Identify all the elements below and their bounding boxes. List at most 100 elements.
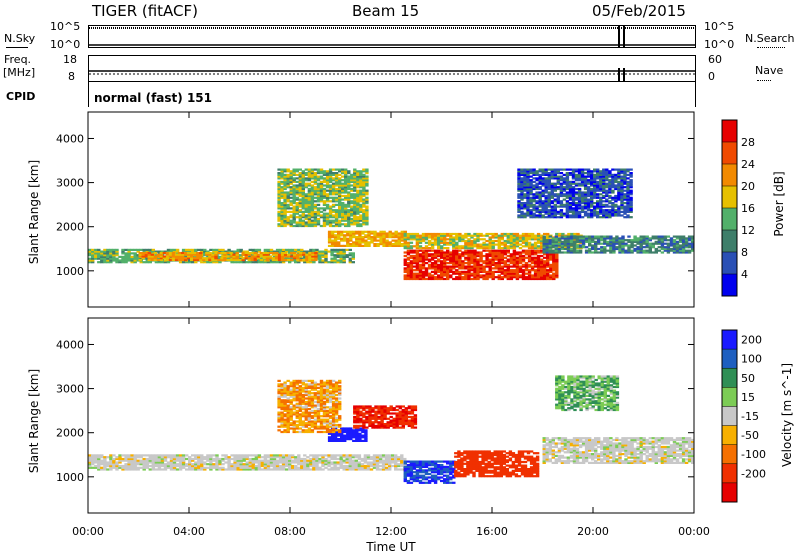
scatter-cell: [328, 179, 333, 182]
scatter-cell: [543, 272, 547, 275]
scatter-cell: [446, 267, 450, 270]
scatter-cell: [100, 259, 104, 262]
scatter-cell: [362, 203, 366, 206]
scatter-cell: [424, 236, 429, 239]
scatter-cell: [602, 191, 606, 194]
scatter-cell: [316, 187, 321, 191]
scatter-cell: [191, 248, 195, 251]
scatter-cell: [464, 234, 468, 237]
scatter-cell: [215, 463, 219, 466]
scatter-cell: [309, 250, 313, 253]
scatter-cell: [605, 189, 609, 192]
scatter-cell: [97, 255, 101, 258]
scatter-cell: [327, 463, 331, 466]
scatter-cell: [175, 459, 180, 462]
scatter-cell: [286, 205, 290, 208]
scatter-cell: [552, 274, 556, 277]
scatter-cell: [577, 200, 582, 203]
scatter-cell: [569, 240, 574, 243]
scatter-cell: [263, 261, 268, 264]
y-tick-label: 4000: [56, 132, 84, 145]
scatter-cell: [328, 207, 333, 210]
scatter-cell: [546, 253, 550, 256]
scatter-cell: [541, 184, 545, 187]
scatter-cell: [285, 463, 289, 466]
scatter-cell: [212, 250, 216, 253]
scatter-cell: [596, 205, 600, 208]
scatter-cell: [669, 247, 674, 251]
scatter-cell: [403, 277, 407, 281]
scatter-cell: [227, 248, 231, 251]
scatter-cell: [331, 198, 336, 201]
scatter-cell: [669, 240, 674, 243]
scatter-cell: [333, 454, 337, 457]
scatter-cell: [272, 456, 277, 459]
scatter-cell: [289, 182, 293, 185]
scatter-cell: [470, 272, 474, 275]
scatter-cell: [400, 230, 404, 233]
scatter-cell: [266, 464, 271, 468]
scatter-cell: [440, 232, 444, 236]
scatter-cell: [569, 239, 574, 242]
scatter-cell: [473, 276, 477, 279]
scatter-cell: [344, 214, 348, 217]
scatter-cell: [172, 468, 177, 471]
scatter-cell: [349, 243, 353, 246]
scatter-cell: [602, 196, 606, 199]
scatter-cell: [280, 177, 284, 180]
scatter-cell: [308, 255, 312, 258]
scatter-cell: [339, 261, 343, 264]
scatter-cell: [322, 219, 327, 222]
scatter-cell: [594, 247, 598, 251]
scatter-cell: [491, 260, 495, 263]
scatter-cell: [476, 274, 480, 277]
scatter-cell: [388, 244, 392, 247]
scatter-cell: [269, 461, 274, 464]
scatter-cell: [127, 454, 131, 457]
scatter-cell: [100, 257, 104, 260]
scatter-cell: [461, 262, 465, 265]
scatter-cell: [197, 248, 201, 251]
scatter-cell: [353, 194, 357, 198]
scatter-cell: [388, 236, 392, 239]
scatter-cell: [449, 262, 453, 265]
scatter-cell: [488, 276, 492, 279]
scatter-cell: [614, 175, 618, 178]
scatter-cell: [280, 189, 284, 192]
scatter-cell: [620, 175, 624, 178]
scatter-cell: [491, 263, 495, 266]
scatter-cell: [230, 257, 234, 260]
scatter-cell: [275, 463, 280, 466]
scatter-cell: [575, 237, 580, 240]
scatter-cell: [254, 456, 259, 459]
scatter-cell: [242, 250, 246, 253]
scatter-cell: [336, 466, 340, 469]
scatter-cell: [446, 251, 450, 254]
scatter-cell: [542, 246, 546, 249]
scatter-cell: [154, 250, 159, 253]
scatter-cell: [629, 200, 633, 203]
scatter-cell: [353, 184, 357, 187]
scatter-cell: [338, 221, 342, 224]
scatter-cell: [221, 459, 225, 462]
scatter-cell: [316, 177, 321, 180]
scatter-cell: [350, 193, 354, 196]
scatter-cell: [251, 464, 255, 468]
scatter-cell: [218, 463, 222, 466]
scatter-cell: [629, 175, 633, 178]
scatter-cell: [289, 210, 293, 213]
scatter-cell: [620, 202, 624, 205]
scatter-cell: [275, 466, 280, 469]
scatter-cell: [427, 253, 432, 256]
scatter-cell: [334, 216, 339, 219]
scatter-cell: [400, 237, 404, 240]
scatter-cell: [449, 234, 453, 237]
scatter-cell: [461, 247, 465, 250]
scatter-cell: [424, 270, 429, 273]
scatter-cell: [565, 193, 570, 196]
scatter-cell: [342, 254, 346, 257]
scatter-cell: [547, 173, 551, 176]
scatter-cell: [527, 263, 532, 266]
scatter-cell: [577, 179, 582, 182]
scatter-cell: [359, 196, 363, 199]
